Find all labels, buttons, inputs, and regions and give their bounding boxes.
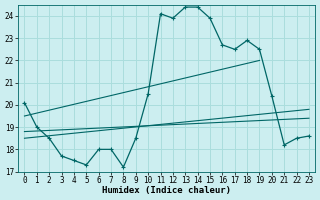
X-axis label: Humidex (Indice chaleur): Humidex (Indice chaleur)	[102, 186, 231, 195]
